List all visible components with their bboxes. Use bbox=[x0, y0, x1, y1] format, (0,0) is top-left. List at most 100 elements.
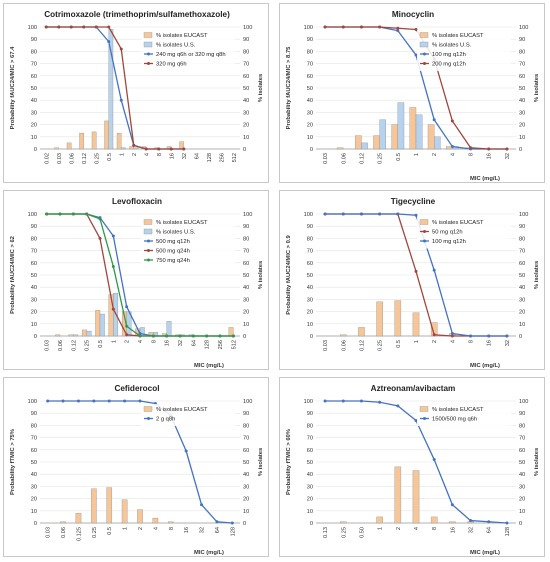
line-point bbox=[396, 29, 400, 33]
line-point bbox=[487, 520, 491, 524]
panel-cotrimoxazole: Cotrimoxazole (trimethoprim/sulfamethoxa… bbox=[3, 3, 269, 183]
y-tick-label: 10 bbox=[307, 509, 313, 515]
y-tick-label: 60 bbox=[31, 74, 37, 80]
line-point bbox=[107, 399, 111, 403]
bar bbox=[91, 131, 97, 150]
y2-tick-label: 50 bbox=[519, 273, 525, 279]
legend-label: 240 mg q6h or 320 mg q8h bbox=[156, 52, 226, 58]
bar bbox=[449, 521, 456, 524]
line-point bbox=[46, 399, 50, 403]
line-point bbox=[359, 399, 363, 403]
y-tick-label: 20 bbox=[307, 497, 313, 503]
bar bbox=[340, 521, 347, 524]
x-tick-label: 0.12 bbox=[82, 153, 88, 164]
line-point bbox=[323, 25, 327, 29]
y2-tick-label: 70 bbox=[519, 249, 525, 255]
y2-tick-label: 30 bbox=[519, 110, 525, 116]
y2-tick-label: 100 bbox=[519, 212, 528, 218]
legend-swatch bbox=[143, 228, 153, 235]
bar bbox=[86, 330, 92, 337]
bar bbox=[376, 516, 383, 524]
x-tick-label: 64 bbox=[191, 340, 197, 346]
y2-tick-label: 10 bbox=[519, 322, 525, 328]
bar bbox=[75, 513, 82, 524]
line-point bbox=[45, 212, 49, 216]
x-tick-label: 128 bbox=[505, 527, 511, 536]
y-axis-label: Probability fAUC24/MIC > 62 bbox=[10, 236, 16, 314]
y-tick-label: 80 bbox=[307, 236, 313, 242]
y2-tick-label: 10 bbox=[519, 509, 525, 515]
chart-levofloxacin: Levofloxacin 0 0 10 10 20 20 30 30 40 40 50 50 60 60 70… bbox=[10, 197, 264, 369]
y-tick-label: 30 bbox=[31, 297, 37, 303]
line-point bbox=[414, 27, 418, 31]
y-tick-label: 10 bbox=[31, 135, 37, 141]
x-tick-label: 0.02 bbox=[44, 153, 50, 164]
y-axis-label: Probability fTMIC > 60% bbox=[286, 429, 292, 495]
y-tick-label: 10 bbox=[307, 322, 313, 328]
y2-axis-label: % isolates bbox=[534, 448, 540, 476]
line-point bbox=[323, 399, 327, 403]
y-tick-label: 50 bbox=[31, 273, 37, 279]
line-point bbox=[125, 305, 129, 309]
line-point bbox=[378, 212, 382, 216]
line-point bbox=[151, 334, 155, 338]
y2-tick-label: 90 bbox=[519, 411, 525, 417]
line-point bbox=[414, 419, 418, 423]
x-tick-label: 4 bbox=[138, 340, 144, 343]
x-tick-label: 0.25 bbox=[378, 153, 384, 164]
x-tick-label: 2 bbox=[132, 153, 138, 156]
x-tick-label: 2 bbox=[396, 527, 402, 530]
bar bbox=[394, 466, 402, 524]
x-axis-label: MIC (mg/L) bbox=[194, 363, 224, 369]
y-tick-label: 70 bbox=[307, 436, 313, 442]
line-point bbox=[487, 334, 491, 338]
y-tick-label: 50 bbox=[307, 460, 313, 466]
panel-aztreonam-avibactam: Aztreonam/avibactam 0 0 10 10 20 20 30 30 40 40 50 5… bbox=[279, 377, 545, 557]
bar bbox=[81, 329, 87, 337]
x-tick-label: 64 bbox=[215, 527, 221, 533]
y-tick-label: 50 bbox=[307, 273, 313, 279]
y2-tick-label: 0 bbox=[519, 334, 522, 340]
y-tick-label: 70 bbox=[307, 249, 313, 255]
legend-label: % isolates EUCAST bbox=[432, 407, 484, 413]
line-point bbox=[144, 147, 148, 151]
legend-label: % isolates EUCAST bbox=[432, 220, 484, 226]
line-point bbox=[432, 268, 436, 272]
x-tick-label: 4 bbox=[153, 527, 159, 530]
line-point bbox=[205, 334, 209, 338]
chart-title: Aztreonam/avibactam bbox=[371, 384, 456, 393]
y2-tick-label: 30 bbox=[519, 297, 525, 303]
y2-tick-label: 50 bbox=[519, 86, 525, 92]
x-tick-label: 0.03 bbox=[57, 153, 63, 164]
y2-tick-label: 60 bbox=[519, 74, 525, 80]
bar bbox=[54, 147, 59, 150]
x-tick-label: 0.03 bbox=[45, 340, 51, 351]
y2-tick-label: 40 bbox=[519, 472, 525, 478]
y2-tick-label: 90 bbox=[519, 224, 525, 230]
y-tick-label: 60 bbox=[307, 261, 313, 267]
bar bbox=[104, 120, 109, 150]
x-tick-label: 0.06 bbox=[341, 153, 347, 164]
x-tick-label: 256 bbox=[218, 340, 224, 349]
y2-tick-label: 100 bbox=[519, 399, 528, 405]
line-point bbox=[450, 503, 454, 507]
line-point bbox=[231, 334, 235, 338]
y2-tick-label: 60 bbox=[243, 448, 249, 454]
panel-levofloxacin: Levofloxacin 0 0 10 10 20 20 30 30 40 40 50 50 60 60 70… bbox=[3, 190, 269, 370]
x-tick-label: 2 bbox=[125, 340, 131, 343]
y-tick-label: 0 bbox=[34, 147, 37, 153]
x-tick-label: 1 bbox=[378, 527, 384, 530]
legend-label: % isolates EUCAST bbox=[156, 33, 208, 39]
y-tick-label: 40 bbox=[31, 285, 37, 291]
line-point bbox=[182, 147, 186, 151]
legend-label: % isolates EUCAST bbox=[156, 407, 208, 413]
legend-marker bbox=[147, 52, 150, 56]
line-point bbox=[432, 458, 436, 462]
legend bbox=[417, 404, 511, 426]
legend-marker bbox=[147, 62, 150, 65]
x-tick-label: 0.12 bbox=[359, 153, 365, 164]
x-tick-label: 0.06 bbox=[58, 340, 64, 351]
x-tick-label: 32 bbox=[200, 527, 206, 533]
line-point bbox=[125, 333, 129, 337]
y-tick-label: 90 bbox=[31, 37, 37, 43]
